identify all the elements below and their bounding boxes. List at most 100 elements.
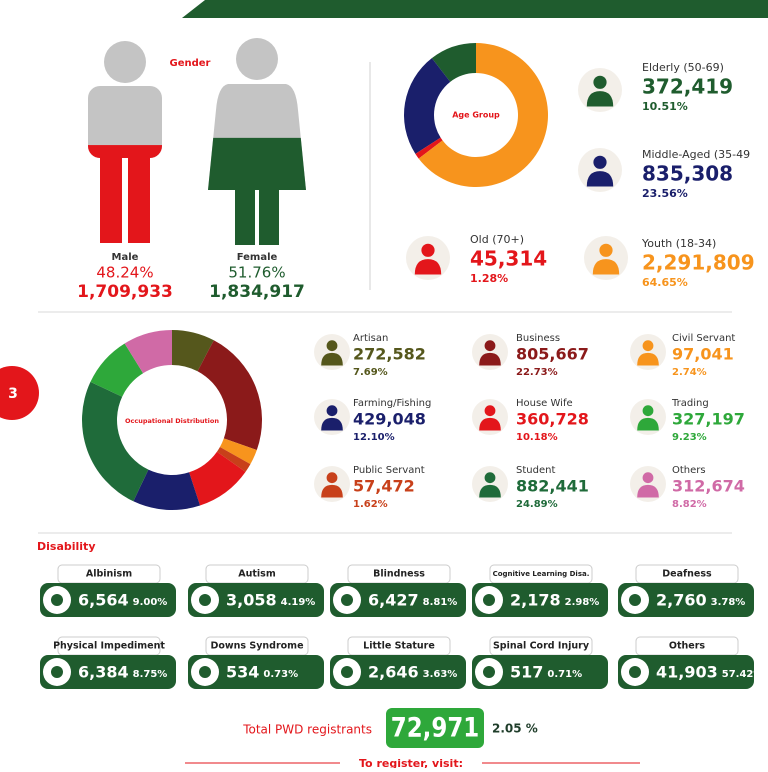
occupation-count: 57,472 [353,477,415,496]
disability-label: Autism [238,569,276,580]
disability-pill [40,583,176,617]
total-box [386,708,484,748]
donut-segment [415,137,443,159]
icon-body [414,259,442,275]
total-count: 72,971 [391,712,480,743]
age-count: 835,308 [642,162,733,186]
total-percent: 2.05 % [492,722,538,736]
occupation-percent: 8.82% [672,499,707,510]
gender-title: Gender [170,58,211,69]
gender-percent: 51.76% [228,264,285,282]
donut-segment [90,343,144,397]
disability-pill [40,655,176,689]
disability-percent: 57.42% [722,669,764,680]
occupation-percent: 12.10% [353,432,395,443]
disability-icon-mark [483,594,495,606]
disability-pill [188,655,324,689]
occupation-count: 882,441 [516,477,589,496]
top-banner [182,0,768,18]
disability-percent: 3.78% [711,597,746,608]
icon-head [326,472,338,484]
age-percent: 23.56% [642,187,688,200]
disability-label: Downs Syndrome [210,641,303,652]
disability-percent: 9.00% [133,597,168,608]
donut-segment [81,381,149,502]
disability-label: Spinal Cord Injury [493,641,590,652]
occupation-label: Civil Servant [672,333,735,344]
occupation-percent: 1.62% [353,499,388,510]
icon-head [642,405,654,417]
disability-label: Blindness [373,569,425,580]
disability-pill [472,583,608,617]
occupation-count: 360,728 [516,410,589,429]
gender-label: Male [112,252,139,263]
figure-fill [88,145,162,243]
disability-count: 41,903 [656,663,718,682]
donut-segment [216,446,251,472]
disability-percent: 0.71% [547,669,582,680]
icon-head [599,243,613,257]
disability-icon-mark [51,666,63,678]
donut-segment [172,330,214,372]
disability-percent: 4.19% [281,597,316,608]
disability-count: 517 [510,663,543,682]
donut-segment [124,330,172,374]
disability-count: 534 [226,663,259,682]
icon-head [484,472,496,484]
disability-count: 6,384 [78,663,129,682]
occupation-label: Trading [671,398,709,409]
occupation-label: Farming/Fishing [353,398,431,409]
icon-body [637,352,659,366]
disability-pill [472,655,608,689]
donut-segment [189,451,246,506]
disability-count: 2,760 [656,591,707,610]
icon-body [321,352,343,366]
occupation-label: Public Servant [353,465,425,476]
occupation-count: 312,674 [672,477,745,496]
icon-head [484,405,496,417]
donut-segment [418,42,548,187]
donut-segment [219,438,257,465]
occupation-percent: 2.74% [672,367,707,378]
occupation-count: 272,582 [353,345,426,364]
total-label: Total PWD registrants [242,723,372,737]
donut-center-label: Occupational Distribution [125,417,219,425]
occupation-count: 805,667 [516,345,589,364]
gender-label: Female [237,252,278,263]
disability-count: 6,427 [368,591,419,610]
disability-label: Physical Impediment [53,641,165,652]
disability-icon-mark [483,666,495,678]
gender-count: 1,709,933 [77,282,173,302]
occupation-count: 97,041 [672,345,734,364]
disability-icon-mark [629,594,641,606]
step-badge [0,366,39,420]
age-count: 372,419 [642,75,733,99]
disability-label: Cognitive Learning Disa. [493,570,590,578]
male-figure [88,41,162,243]
disability-icon-mark [341,594,353,606]
occupation-percent: 24.89% [516,499,558,510]
step-number: 3 [8,386,18,402]
donut-center-label: Age Group [452,111,500,120]
age-percent: 1.28% [470,272,508,285]
gender-percent: 48.24% [96,264,153,282]
icon-head [421,243,435,257]
icon-body [321,484,343,498]
age-label: Old (70+) [470,233,524,246]
age-label: Youth (18-34) [641,237,716,250]
disability-count: 2,646 [368,663,419,682]
occupation-label: Business [516,333,560,344]
icon-head [593,75,607,89]
icon-head [642,472,654,484]
icon-body [479,484,501,498]
age-label: Middle-Aged (35-49 [642,148,750,161]
occupation-count: 429,048 [353,410,426,429]
occupation-label: House Wife [516,398,573,409]
occupation-count: 327,197 [672,410,745,429]
figure-base [88,41,162,243]
age-label: Elderly (50-69) [642,61,724,74]
disability-icon-mark [199,594,211,606]
icon-head [326,405,338,417]
female-figure [208,38,306,245]
